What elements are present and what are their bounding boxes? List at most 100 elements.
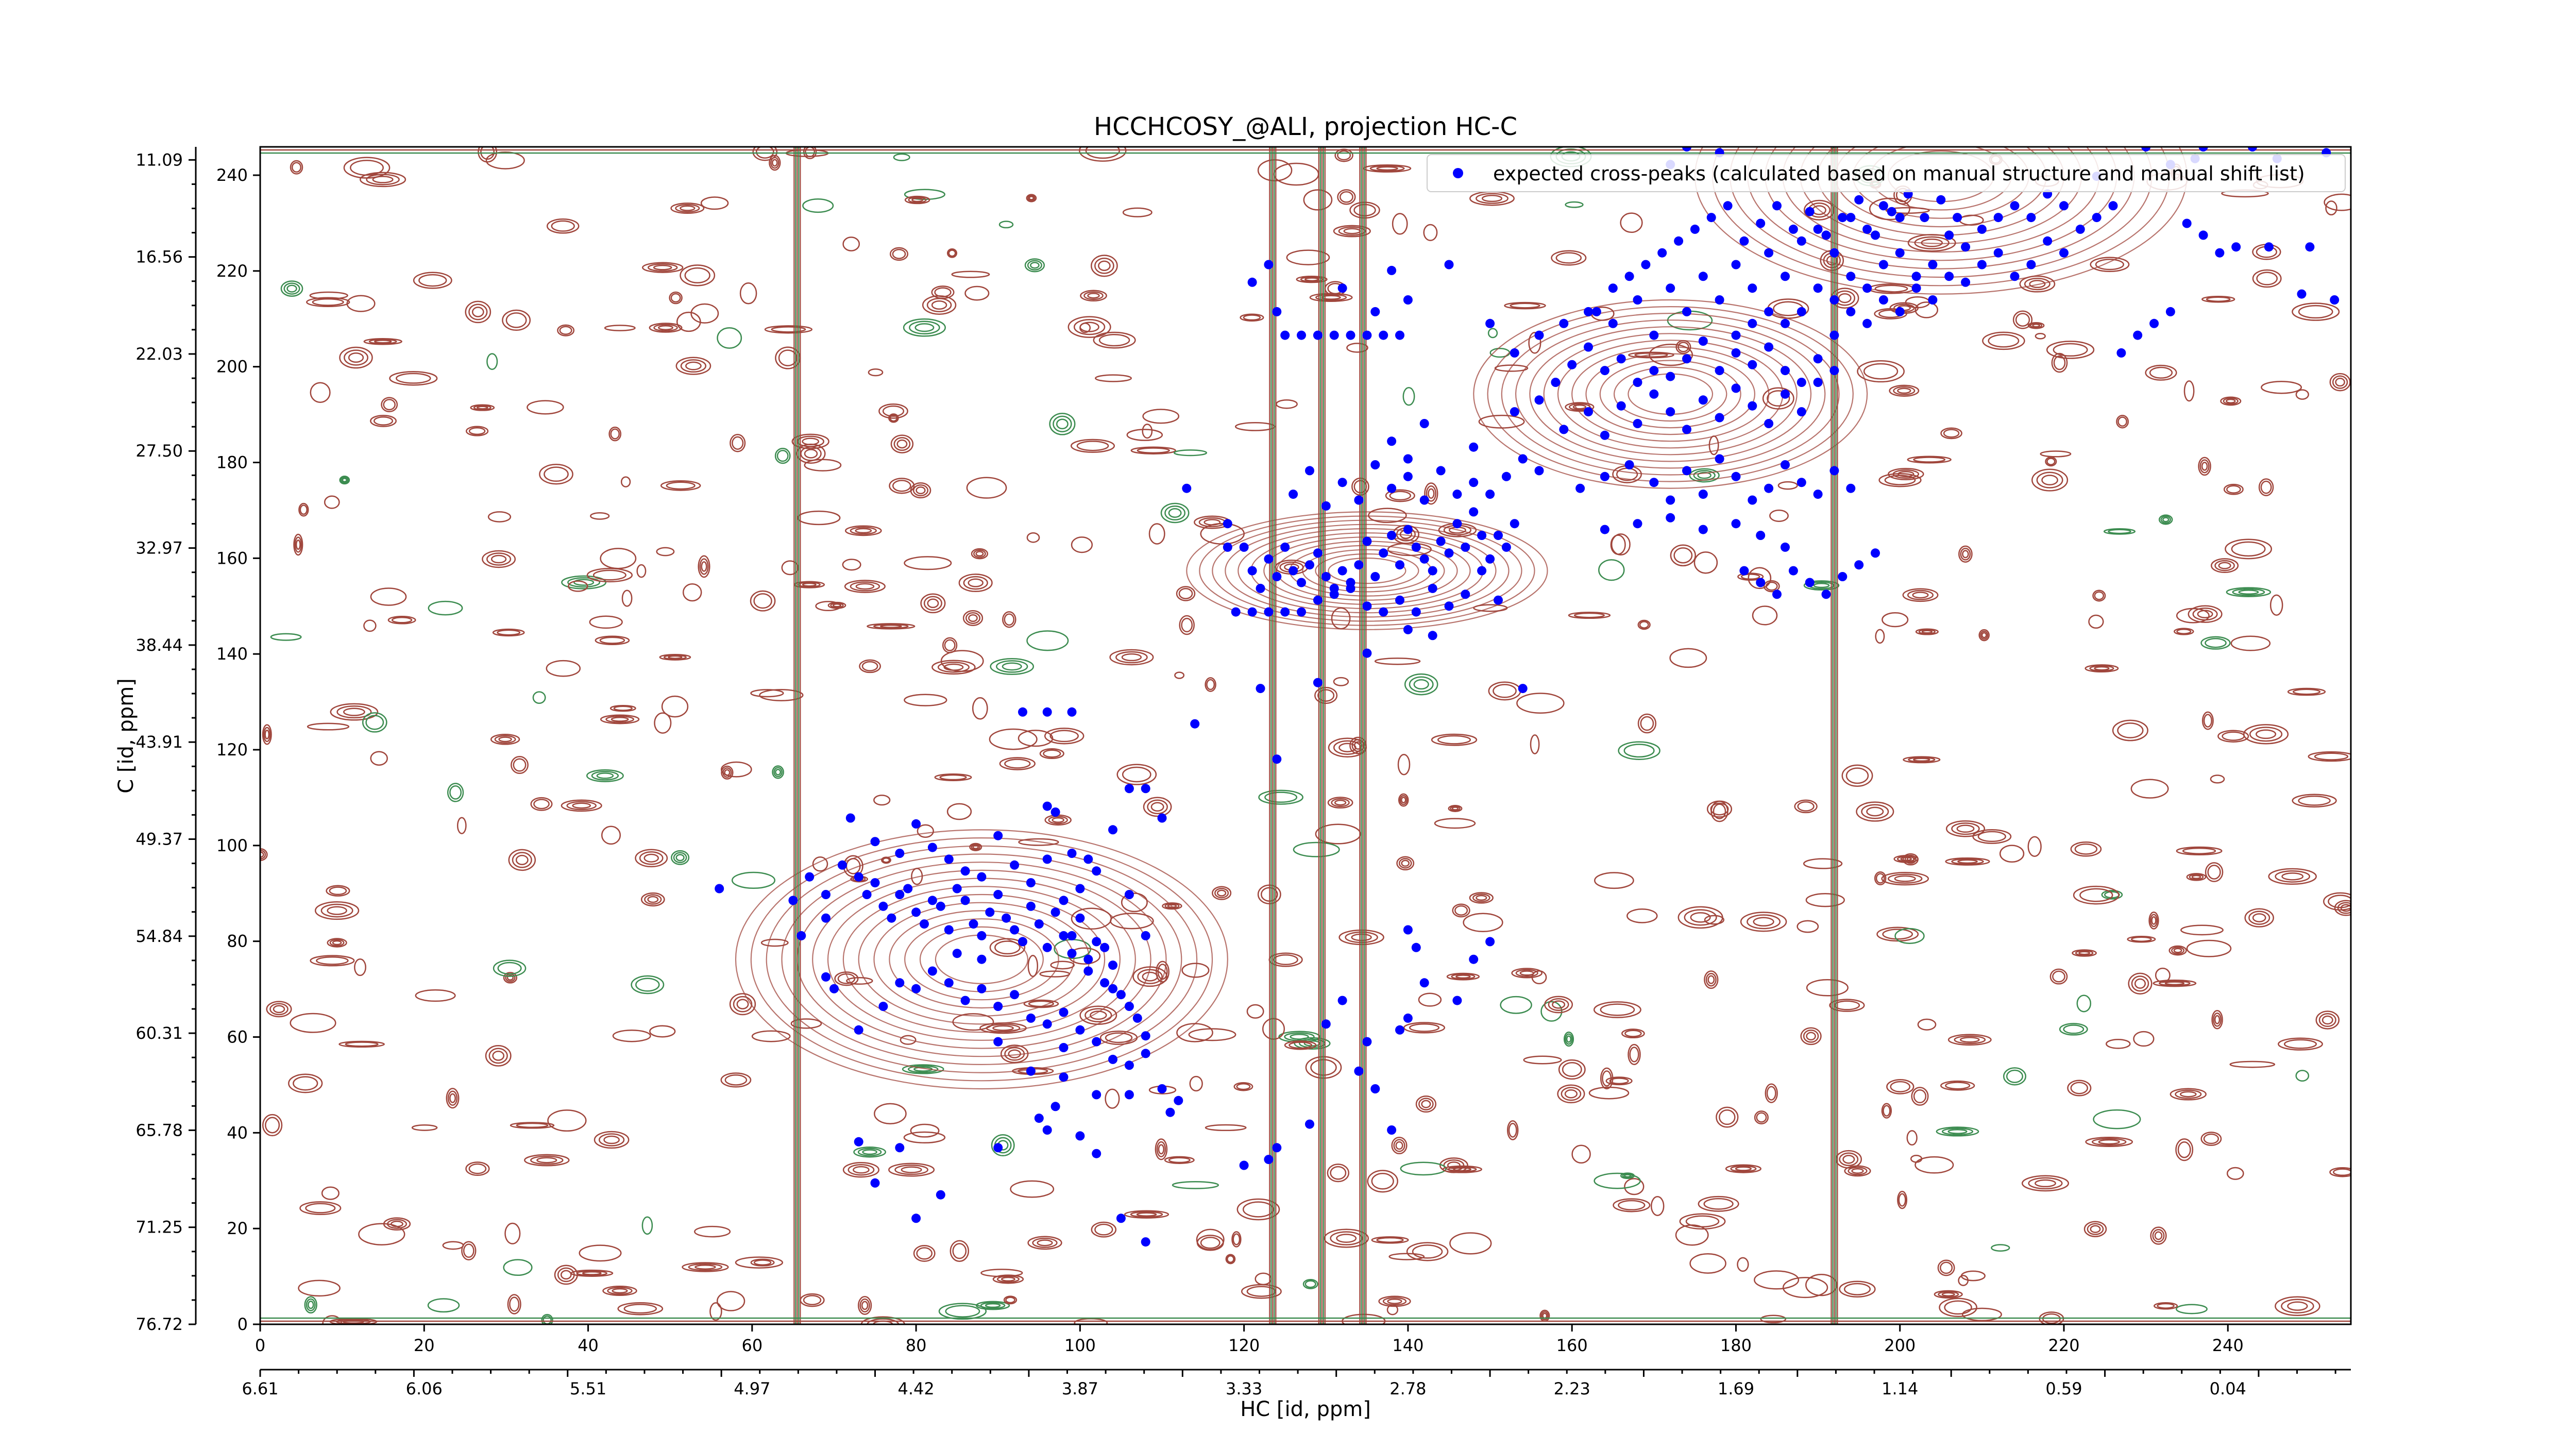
- contour-ring: [1122, 207, 1153, 217]
- contour-ring: [1624, 1030, 1642, 1037]
- cross-peak-point: [1403, 454, 1413, 464]
- contour-ring: [2206, 296, 2231, 302]
- contour-ring: [1951, 858, 1984, 865]
- contour-ring: [363, 619, 377, 632]
- cross-peak-point: [1633, 295, 1642, 305]
- cross-peak-point: [1067, 931, 1077, 940]
- cross-peak-point: [1731, 471, 1741, 481]
- contour-ring: [649, 1025, 676, 1038]
- contour-ring: [413, 272, 452, 289]
- contour-ring: [1130, 446, 1176, 454]
- contour-cluster-ring: [889, 910, 1075, 1009]
- contour-cluster-ring: [1501, 312, 1840, 476]
- x-index-tick-label: 180: [1720, 1336, 1752, 1355]
- cross-peak-point: [1895, 213, 1905, 223]
- contour-ring: [2059, 1023, 2088, 1036]
- cross-peak-point: [911, 1214, 921, 1223]
- contour-ring: [1958, 545, 1973, 563]
- contour-cluster-ring: [1487, 306, 1854, 482]
- contour-ring: [465, 300, 492, 324]
- contour-ring: [1216, 889, 1227, 897]
- cross-peak-point: [1395, 595, 1404, 605]
- contour-ring: [958, 574, 993, 593]
- contour-ring: [2203, 1133, 2219, 1144]
- cross-peak-point: [1337, 566, 1347, 576]
- contour-ring: [1363, 164, 1412, 173]
- cross-peak-point: [1092, 1149, 1101, 1158]
- cross-peak-point: [1059, 931, 1069, 940]
- cross-peak-point: [1641, 260, 1651, 269]
- contour-ring: [1907, 456, 1952, 464]
- contour-ring: [1902, 588, 1939, 602]
- cross-peak-point: [969, 919, 978, 929]
- cross-peak-point: [1419, 419, 1429, 428]
- contour-ring: [478, 147, 498, 163]
- contour-ring: [508, 849, 536, 871]
- contour-ring: [1339, 191, 1353, 203]
- contour-ring: [694, 1265, 716, 1270]
- contour-ring: [1613, 1198, 1651, 1212]
- contour-ring: [1803, 1029, 1819, 1043]
- contour-ring: [1048, 816, 1068, 824]
- contour-ring: [1331, 798, 1350, 807]
- contour-ring: [1262, 1018, 1285, 1040]
- contour-ring: [1945, 857, 1990, 866]
- contour-ring: [2175, 1138, 2194, 1161]
- cross-peak-point: [1608, 318, 1618, 328]
- contour-ring: [753, 1259, 772, 1266]
- contour-ring: [2249, 727, 2283, 742]
- contour-ring: [497, 962, 522, 975]
- contour-ring: [262, 724, 272, 745]
- contour-ring: [1304, 1280, 1316, 1288]
- contour-ring: [675, 204, 700, 213]
- contour-ring: [1337, 189, 1356, 205]
- contour-ring: [1391, 1136, 1408, 1155]
- contour-ring: [649, 323, 683, 333]
- cross-peak-point: [1387, 483, 1397, 493]
- y-index-tick-label: 40: [227, 1123, 248, 1142]
- contour-ring: [2089, 665, 2114, 672]
- contour-ring: [2040, 450, 2072, 458]
- cross-peak-point: [862, 890, 872, 899]
- contour-ring: [855, 583, 875, 590]
- cross-peak-point: [1346, 583, 1355, 593]
- contour-ring: [1777, 481, 1798, 490]
- contour-ring: [859, 659, 882, 673]
- y-index-tick-label: 240: [216, 165, 248, 185]
- contour-ring: [1684, 909, 1717, 926]
- contour-ring: [896, 439, 908, 449]
- cross-peak-point: [1551, 378, 1561, 387]
- contour-ring: [2067, 1080, 2092, 1097]
- contour-ring: [1838, 293, 1852, 304]
- cross-peak-point: [1042, 1125, 1052, 1135]
- contour-ring: [490, 554, 507, 564]
- cross-peak-point: [2354, 295, 2364, 305]
- cross-peak-point: [1813, 354, 1823, 364]
- cross-peak-point: [2141, 147, 2151, 151]
- contour-ring: [1049, 412, 1076, 435]
- cross-peak-point: [1797, 307, 1806, 316]
- contour-ring: [676, 311, 701, 332]
- cross-peak-point: [1444, 260, 1454, 269]
- contour-ring: [772, 765, 784, 779]
- contour-ring: [1634, 352, 1668, 358]
- contour-ring: [1448, 805, 1463, 812]
- contour-ring: [2085, 1136, 2133, 1148]
- cross-peak-point: [2264, 13, 2274, 22]
- contour-ring: [592, 569, 626, 581]
- contour-ring: [1886, 1079, 1914, 1094]
- contour-ring: [527, 400, 564, 415]
- contour-cluster-ring: [1186, 511, 1548, 630]
- cross-peak-point: [1297, 330, 1306, 340]
- contour-ring: [1797, 801, 1815, 812]
- contour-ring: [487, 511, 512, 523]
- contour-ring: [498, 736, 512, 743]
- contour-ring: [1960, 1270, 1986, 1282]
- contour-ring: [2188, 605, 2223, 623]
- contour-ring: [937, 662, 970, 673]
- contour-ring: [760, 938, 789, 947]
- cross-peak-point: [1698, 272, 1708, 281]
- contour-ring: [1903, 756, 1941, 764]
- contour-ring: [1806, 979, 1849, 997]
- contour-ring: [1690, 912, 1711, 923]
